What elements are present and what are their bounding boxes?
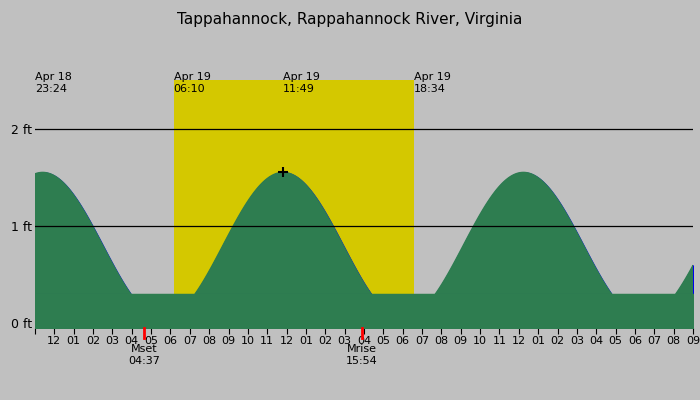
Bar (35, 80, 174, 328)
Text: Mrise
15:54: Mrise 15:54 (346, 344, 378, 366)
Text: Apr 19
18:34: Apr 19 18:34 (414, 72, 451, 94)
Text: Apr 18
23:24: Apr 18 23:24 (35, 72, 72, 94)
Text: Apr 19
06:10: Apr 19 06:10 (174, 72, 211, 94)
Text: Apr 19
11:49: Apr 19 11:49 (283, 72, 320, 94)
Text: Mset
04:37: Mset 04:37 (128, 344, 160, 366)
Bar (174, 80, 414, 328)
Bar (414, 80, 693, 328)
Text: Tappahannock, Rappahannock River, Virginia: Tappahannock, Rappahannock River, Virgin… (177, 12, 523, 27)
